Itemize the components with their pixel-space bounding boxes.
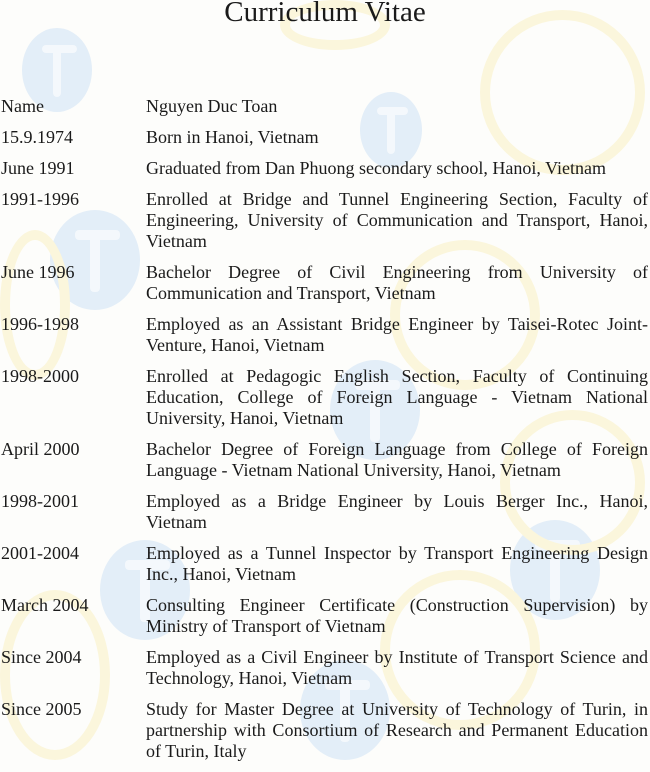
entry-description: Consulting Engineer Certificate (Constru… — [146, 595, 648, 636]
entry-description: Study for Master Degree at University of… — [146, 699, 648, 761]
cv-entry: April 2000 Bachelor Degree of Foreign Lan… — [0, 439, 650, 481]
cv-entry: 1991-1996 Enrolled at Bridge and Tunnel E… — [0, 189, 650, 252]
entry-date: 2001-2004 — [1, 543, 79, 563]
entry-date: 1998-2001 — [1, 491, 79, 511]
entry-description: Bachelor Degree of Foreign Language from… — [146, 439, 648, 480]
cv-entry: March 2004 Consulting Engineer Certificat… — [0, 595, 650, 637]
cv-entry: 1998-2000 Enrolled at Pedagogic English S… — [0, 366, 650, 429]
entry-date: 1998-2000 — [1, 366, 79, 386]
entry-date: March 2004 — [1, 595, 89, 615]
entry-description: Employed as an Assistant Bridge Engineer… — [146, 314, 648, 355]
entry-date: June 1991 — [1, 158, 75, 178]
cv-entry: 2001-2004 Employed as a Tunnel Inspector … — [0, 543, 650, 585]
cv-entry: June 1996 Bachelor Degree of Civil Engine… — [0, 262, 650, 304]
entry-description: Enrolled at Pedagogic English Section, F… — [146, 366, 648, 428]
entry-description: Employed as a Bridge Engineer by Louis B… — [146, 491, 648, 532]
entry-date: Since 2005 — [1, 699, 82, 719]
entry-description: Bachelor Degree of Civil Engineering fro… — [146, 262, 648, 303]
entry-date: 15.9.1974 — [1, 127, 73, 147]
cv-entry: Since 2004 Employed as a Civil Engineer b… — [0, 647, 650, 689]
cv-entry: Name Nguyen Duc Toan — [0, 96, 650, 117]
entry-description: Enrolled at Bridge and Tunnel Engineerin… — [146, 189, 648, 251]
page-title: Curriculum Vitae — [224, 0, 426, 28]
entry-date: Since 2004 — [1, 647, 82, 667]
cv-entry: 15.9.1974 Born in Hanoi, Vietnam — [0, 127, 650, 148]
entry-description: Employed as a Civil Engineer by Institut… — [146, 647, 648, 688]
cv-entry: June 1991 Graduated from Dan Phuong secon… — [0, 158, 650, 179]
entry-date: Name — [1, 96, 44, 116]
entry-description: Graduated from Dan Phuong secondary scho… — [146, 158, 606, 178]
cv-entry: Since 2005 Study for Master Degree at Uni… — [0, 699, 650, 762]
entry-date: 1996-1998 — [1, 314, 79, 334]
cv-entry: 1996-1998 Employed as an Assistant Bridge… — [0, 314, 650, 356]
entry-description: Born in Hanoi, Vietnam — [146, 127, 319, 147]
cv-entry: 1998-2001 Employed as a Bridge Engineer b… — [0, 491, 650, 533]
entry-description: Employed as a Tunnel Inspector by Transp… — [146, 543, 648, 584]
entry-date: June 1996 — [1, 262, 75, 282]
entry-date: April 2000 — [1, 439, 80, 459]
entry-date: 1991-1996 — [1, 189, 79, 209]
cv-entries: Name Nguyen Duc Toan 15.9.1974 Born in Hano… — [0, 96, 650, 772]
entry-description: Nguyen Duc Toan — [146, 96, 278, 116]
